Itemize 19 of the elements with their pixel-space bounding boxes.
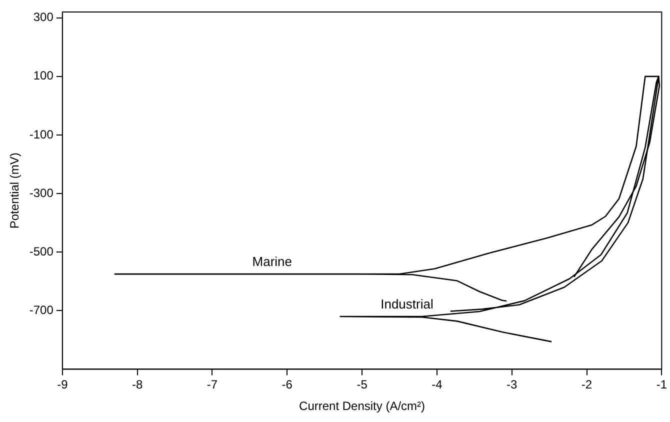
y-tick-label: -300 xyxy=(29,186,54,200)
x-tick-label: -3 xyxy=(506,378,518,392)
x-tick-label: -8 xyxy=(132,378,143,392)
series-label: Marine xyxy=(252,254,292,270)
x-tick-label: -2 xyxy=(581,378,592,392)
x-tick-label: -9 xyxy=(57,378,68,392)
x-tick-label: -4 xyxy=(432,378,443,392)
y-axis-title: Potential (mV) xyxy=(8,152,22,229)
x-tick-label: -5 xyxy=(356,378,368,392)
y-tick-label: -100 xyxy=(29,127,54,142)
x-tick-label: -1 xyxy=(656,378,668,392)
y-tick-label: 100 xyxy=(33,68,54,83)
x-tick-label: -7 xyxy=(206,378,218,392)
series-label: Industrial xyxy=(380,296,434,312)
x-axis-title: Current Density (A/cm²) xyxy=(299,399,426,414)
y-tick-label: -700 xyxy=(29,302,54,317)
y-tick-label: 300 xyxy=(33,10,54,24)
y-tick-label: -500 xyxy=(29,244,54,258)
x-tick-label: -6 xyxy=(282,378,293,392)
